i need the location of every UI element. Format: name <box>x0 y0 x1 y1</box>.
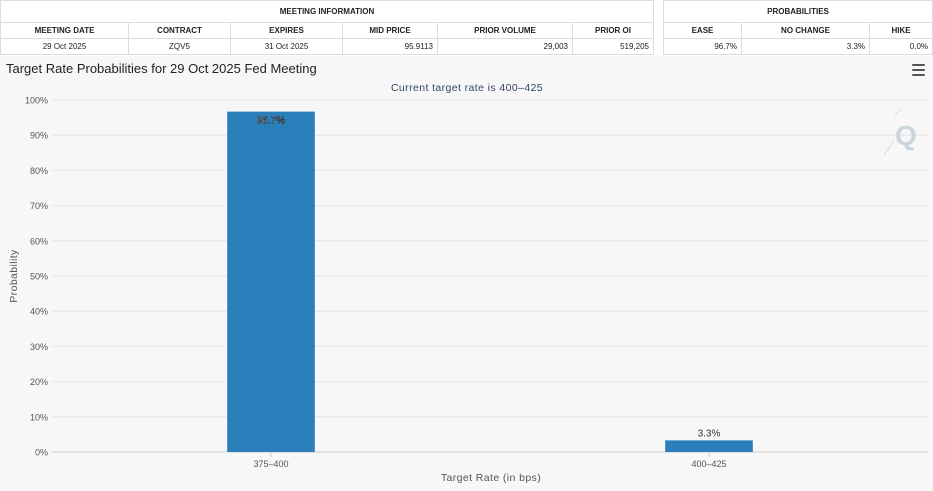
y-axis-label: Probability <box>8 249 20 303</box>
y-tick-label: 50% <box>30 272 48 282</box>
y-tick-label: 0% <box>35 448 48 458</box>
chart-subtitle: Current target rate is 400–425 <box>391 82 543 94</box>
meeting-information-table: MEETING INFORMATION MEETING DATE CONTRAC… <box>0 0 654 55</box>
y-tick-label: 30% <box>30 342 48 352</box>
y-tick-label: 60% <box>30 236 48 246</box>
y-tick-label: 70% <box>30 201 48 211</box>
y-tick-label: 90% <box>30 131 48 141</box>
chart-title: Target Rate Probabilities for 29 Oct 202… <box>6 61 317 76</box>
svg-text:Q: Q <box>895 120 917 151</box>
cell-hike: 0.0% <box>869 38 933 55</box>
q-watermark-icon: Q <box>883 108 917 156</box>
bars: 96.7% 3.3% <box>227 111 753 452</box>
y-tick-label: 100% <box>25 96 48 106</box>
cell-meeting-date: 29 Oct 2025 <box>0 38 129 55</box>
data-label: 96.7% <box>257 116 285 127</box>
bar-400–425[interactable] <box>665 440 753 452</box>
x-axis-label: Target Rate (in bps) <box>441 472 541 484</box>
grid-lines <box>52 99 928 453</box>
bar-375–400[interactable] <box>227 111 315 452</box>
x-tick-label: 375–400 <box>253 459 288 469</box>
y-axis-ticks: 0% 10% 20% 30% 40% 50% 60% 70% 80% 90% 100% <box>25 96 48 458</box>
x-axis-ticks: 375–400 400–425 <box>253 452 727 469</box>
cell-no-change: 3.3% <box>741 38 870 55</box>
y-tick-label: 10% <box>30 412 48 422</box>
cell-prior-oi: 519,205 <box>572 38 654 55</box>
y-tick-label: 20% <box>30 377 48 387</box>
header-tables: MEETING INFORMATION MEETING DATE CONTRAC… <box>0 0 933 56</box>
x-tick-label: 400–425 <box>691 459 726 469</box>
y-tick-label: 40% <box>30 307 48 317</box>
hamburger-menu-icon[interactable] <box>912 64 925 76</box>
y-tick-label: 80% <box>30 166 48 176</box>
data-label: 3.3% <box>698 428 721 439</box>
probabilities-table: PROBABILITIES EASE NO CHANGE HIKE 96.7% … <box>663 0 933 55</box>
